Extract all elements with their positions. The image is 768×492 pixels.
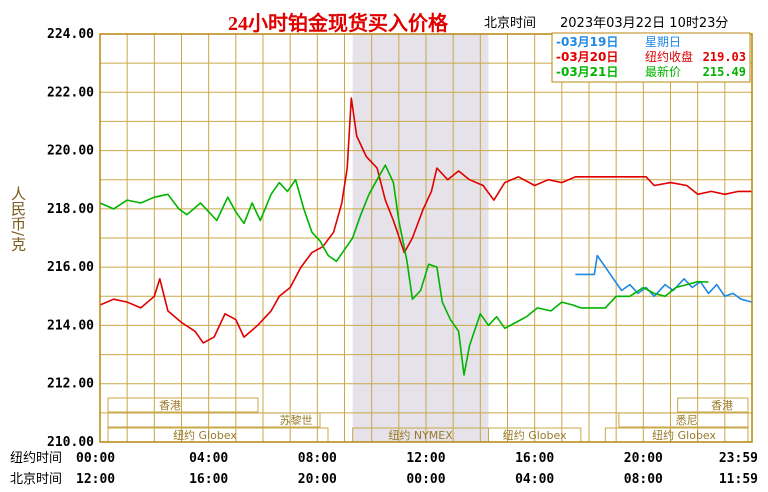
series-line-03月21日: [99, 164, 709, 376]
x-tick-label: 08:00: [624, 472, 663, 487]
datetime-stamp: 2023年03月22日 10时23分: [560, 16, 728, 31]
plot-border: [99, 33, 753, 443]
y-tick-label: 220.00: [47, 144, 94, 159]
x-row2-label: 北京时间: [10, 472, 62, 487]
session-label: 香港: [711, 399, 733, 412]
x-tick-label: 20:00: [624, 451, 663, 466]
y-tick-label: 218.00: [47, 202, 94, 217]
legend-note: 最新价: [645, 64, 681, 79]
x-tick-label: 08:00: [298, 451, 337, 466]
series-line-03月20日: [99, 97, 752, 344]
x-tick-label: 12:00: [76, 472, 115, 487]
x-tick-labels: 00:00 04:00 08:00 12:00 16:00 20:00 23:59 12:00…: [76, 451, 758, 487]
session-label: 纽约 NYMEX: [388, 428, 453, 442]
x-tick-label: 12:00: [406, 451, 445, 466]
x-tick-label: 23:59: [719, 451, 758, 466]
session-label: 悉尼: [676, 414, 698, 427]
legend-value: 219.03: [703, 50, 746, 64]
legend-date: -03月20日: [556, 50, 618, 64]
x-tick-label: 00:00: [406, 472, 445, 487]
session-label: 纽约 Globex: [173, 428, 237, 442]
plot-frame: [99, 33, 753, 443]
x-row1-label: 纽约时间: [10, 451, 62, 466]
x-tick-label: 00:00: [76, 451, 115, 466]
chart-title: 24小时铂金现货买入价格: [228, 11, 449, 35]
session-box: [107, 397, 259, 413]
x-tick-label: 20:00: [298, 472, 337, 487]
legend-note: 纽约收盘: [645, 49, 693, 64]
legend-note: 星期日: [645, 35, 681, 49]
session-label: 纽约 Globex: [503, 428, 567, 442]
session-box: [618, 412, 749, 428]
x-tick-label: 04:00: [189, 451, 228, 466]
x-tick-label: 11:59: [719, 472, 758, 487]
y-tick-label: 222.00: [47, 85, 94, 100]
legend-date: -03月21日: [556, 65, 618, 79]
session-box: [677, 397, 749, 413]
y-tick-label: 214.00: [47, 318, 94, 333]
y-axis-label: 人民币/克: [9, 186, 27, 252]
legend-date: -03月19日: [556, 35, 618, 49]
session-label: 纽约 Globex: [652, 428, 716, 442]
y-tick-label: 210.00: [47, 435, 94, 450]
grid-lines: [100, 34, 752, 442]
x-tick-label: 16:00: [189, 472, 228, 487]
x-tick-label: 04:00: [515, 472, 554, 487]
timezone-label: 北京时间: [484, 16, 536, 31]
y-tick-labels: 224.00 222.00 220.00 218.00 216.00 214.00 212.…: [47, 27, 94, 450]
price-series: [99, 97, 753, 376]
y-tick-label: 216.00: [47, 260, 94, 275]
legend-value: 215.49: [703, 65, 746, 79]
x-tick-label: 16:00: [515, 451, 554, 466]
session-box: [107, 412, 321, 428]
legend: -03月19日 星期日 -03月20日 纽约收盘 219.03 -03月21日 最新价 215…: [551, 32, 751, 83]
session-label: 香港: [159, 399, 181, 412]
legend-box: [551, 32, 751, 83]
session-label: 苏黎世: [280, 413, 313, 427]
y-tick-label: 224.00: [47, 27, 94, 42]
y-tick-label: 212.00: [47, 377, 94, 392]
series-line-03月19日: [575, 254, 753, 303]
